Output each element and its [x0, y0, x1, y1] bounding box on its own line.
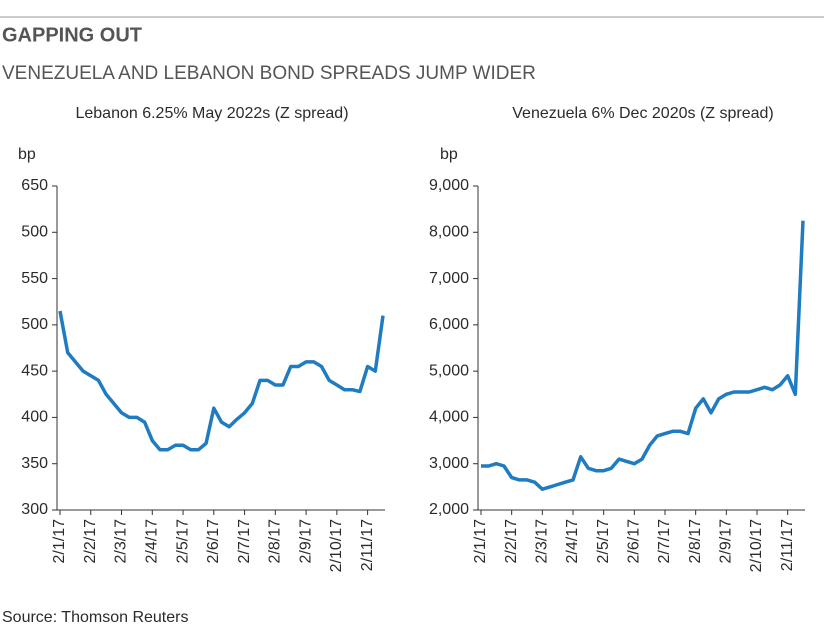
panel-title: Lebanon 6.25% May 2022s (Z spread): [75, 105, 348, 122]
x-tick-label: 2/11/17: [359, 519, 376, 571]
y-tick-label: 2,000: [429, 501, 469, 518]
y-tick-label: 4,000: [429, 409, 469, 426]
x-tick-label: 2/8/17: [267, 519, 284, 564]
y-tick-label: 550: [21, 270, 48, 287]
x-tick-label: 2/1/17: [472, 519, 489, 564]
y-tick-label: 9,000: [429, 177, 469, 194]
x-tick-label: 2/2/17: [82, 519, 99, 564]
y-tick-label: 8,000: [429, 224, 469, 241]
x-tick-label: 2/3/17: [534, 519, 551, 564]
x-tick-label: 2/11/17: [779, 519, 796, 571]
y-tick-label: 7,000: [429, 270, 469, 287]
x-tick-label: 2/3/17: [113, 519, 130, 564]
title: GAPPING OUT: [2, 24, 142, 46]
x-tick-label: 2/6/17: [205, 519, 222, 564]
x-tick-label: 2/6/17: [626, 519, 643, 564]
y-tick-label: 450: [21, 362, 48, 379]
y-tick-label: 400: [21, 409, 48, 426]
x-tick-label: 2/5/17: [595, 519, 612, 564]
x-tick-label: 2/10/17: [748, 519, 765, 572]
x-tick-label: 2/7/17: [236, 519, 253, 564]
x-tick-label: 2/10/17: [328, 519, 345, 572]
y-tick-label: 650: [21, 177, 48, 194]
x-tick-label: 2/4/17: [564, 519, 581, 564]
subtitle: VENEZUELA AND LEBANON BOND SPREADS JUMP …: [2, 63, 536, 84]
line: [58, 310, 385, 452]
x-tick-label: 2/9/17: [718, 519, 735, 564]
y-axis-label: bp: [440, 146, 458, 163]
y-tick-label: 500: [21, 224, 48, 241]
x-tick-label: 2/9/17: [297, 519, 314, 564]
panel-title: Venezuela 6% Dec 2020s (Z spread): [512, 105, 773, 122]
y-axis-label: bp: [18, 146, 36, 163]
y-tick-label: 3,000: [429, 455, 469, 472]
x-tick-label: 2/7/17: [656, 519, 673, 564]
x-tick-label: 2/1/17: [51, 519, 68, 564]
source: Source: Thomson Reuters: [2, 609, 188, 626]
y-tick-label: 350: [21, 455, 48, 472]
x-tick-label: 2/4/17: [144, 519, 161, 564]
x-tick-label: 2/5/17: [174, 519, 191, 564]
x-tick-label: 2/8/17: [687, 519, 704, 564]
y-tick-label: 6,000: [429, 316, 469, 333]
y-tick-label: 500: [21, 316, 48, 333]
x-tick-label: 2/2/17: [503, 519, 520, 564]
y-tick-label: 300: [21, 501, 48, 518]
line: [481, 220, 805, 491]
y-tick-label: 5,000: [429, 362, 469, 379]
